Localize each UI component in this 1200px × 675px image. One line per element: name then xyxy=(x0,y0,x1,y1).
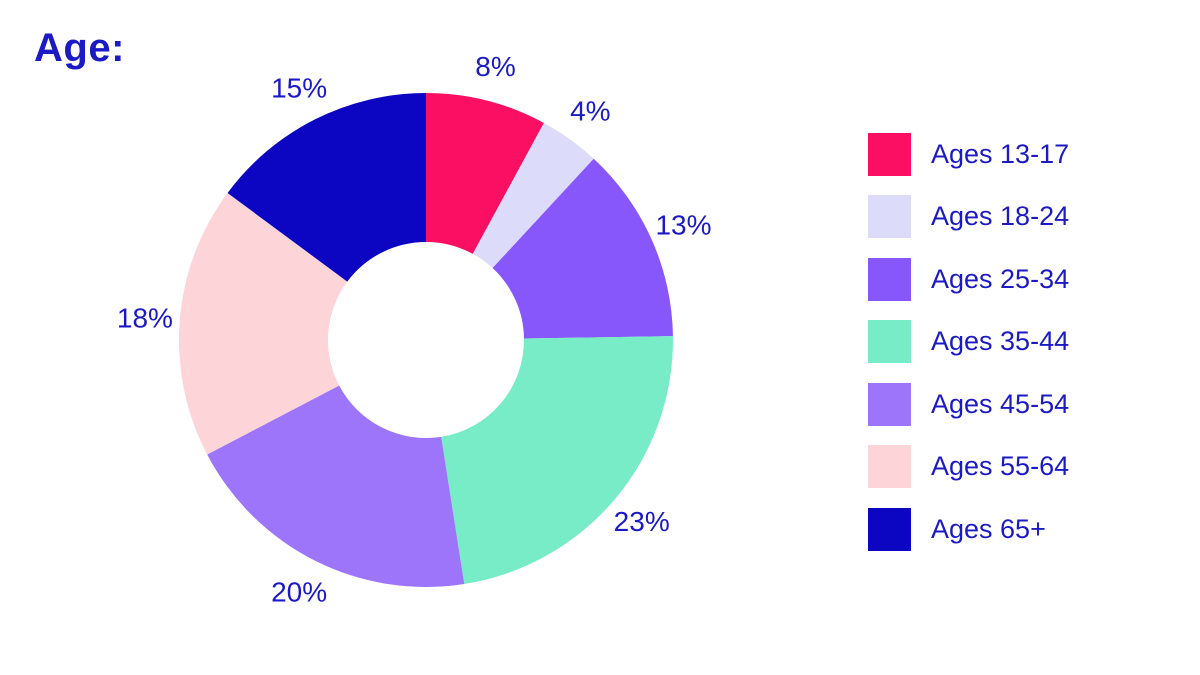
legend: Ages 13-17 Ages 18-24 Ages 25-34 Ages 35-44… xyxy=(868,132,1069,570)
slice-ages-25-34 xyxy=(492,158,673,339)
slice-ages-18-24 xyxy=(472,122,594,269)
legend-swatch xyxy=(868,507,911,551)
data-label-ages-55-64: 18% xyxy=(117,303,173,334)
legend-item-ages-35-44: Ages 35-44 xyxy=(868,320,1069,364)
legend-swatch xyxy=(868,382,911,426)
legend-label: Ages 13-17 xyxy=(931,138,1070,169)
legend-item-ages-55-64: Ages 55-64 xyxy=(868,445,1069,489)
legend-swatch xyxy=(868,195,911,238)
data-label-ages-45-54: 20% xyxy=(271,576,327,607)
legend-item-ages-18-24: Ages 18-24 xyxy=(868,195,1069,239)
slice-ages-13-17 xyxy=(426,93,544,254)
legend-swatch xyxy=(868,132,911,176)
data-label-ages-65: 15% xyxy=(271,73,327,104)
legend-label: Ages 45-54 xyxy=(931,388,1070,419)
legend-swatch xyxy=(868,320,911,363)
data-labels-group: 8% 4% 13% 23% 20% 18% 15% xyxy=(117,51,712,607)
legend-item-ages-45-54: Ages 45-54 xyxy=(868,382,1069,426)
slice-ages-55-64 xyxy=(179,192,348,455)
data-label-ages-25-34: 13% xyxy=(655,210,711,241)
legend-label: Ages 35-44 xyxy=(931,326,1070,356)
legend-swatch xyxy=(868,445,911,488)
data-label-ages-18-24: 4% xyxy=(570,95,610,126)
slices-group xyxy=(179,93,673,587)
slice-ages-45-54 xyxy=(207,385,465,587)
legend-label: Ages 65+ xyxy=(931,513,1046,544)
legend-label: Ages 18-24 xyxy=(931,201,1070,231)
chart-title: Age: xyxy=(34,26,125,70)
data-label-ages-35-44: 23% xyxy=(614,506,670,537)
legend-label: Ages 25-34 xyxy=(931,263,1070,294)
legend-label: Ages 55-64 xyxy=(931,451,1070,481)
legend-swatch xyxy=(868,257,911,301)
legend-item-ages-25-34: Ages 25-34 xyxy=(868,257,1069,301)
data-label-ages-13-17: 8% xyxy=(475,51,515,82)
legend-item-ages-65: Ages 65+ xyxy=(868,507,1069,551)
slice-ages-65 xyxy=(227,93,426,282)
slice-ages-35-44 xyxy=(441,336,673,585)
legend-item-ages-13-17: Ages 13-17 xyxy=(868,132,1069,176)
